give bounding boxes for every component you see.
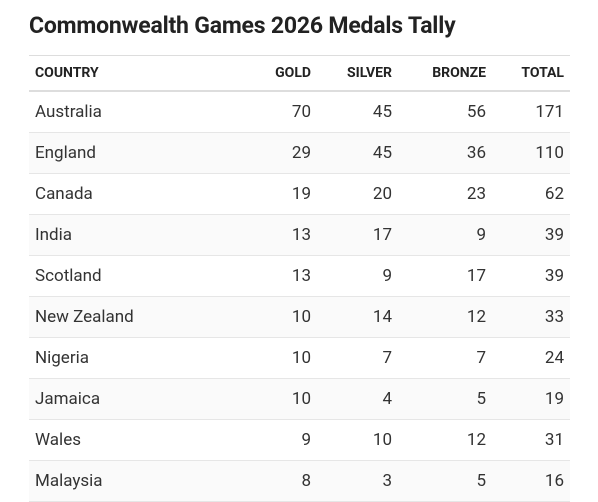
table-body: Australia 70 45 56 171 England 29 45 36 110 Canada… xyxy=(29,91,570,502)
column-header: SILVER xyxy=(317,55,398,92)
table-row: Nigeria 10 7 7 24 xyxy=(29,337,570,379)
medal-count-cell: 171 xyxy=(492,91,570,133)
column-header: BRONZE xyxy=(398,55,492,92)
medal-count-cell: 31 xyxy=(492,419,570,461)
table-header: COUNTRY GOLD SILVER BRONZE TOTAL xyxy=(29,55,570,92)
table-row: Australia 70 45 56 171 xyxy=(29,91,570,133)
medal-count-cell: 110 xyxy=(492,132,570,174)
medal-count-cell: 70 xyxy=(229,91,317,133)
medal-count-cell: 39 xyxy=(492,255,570,297)
medal-count-cell: 36 xyxy=(398,132,492,174)
medal-count-cell: 7 xyxy=(398,337,492,379)
medal-count-cell: 9 xyxy=(398,214,492,256)
medal-count-cell: 45 xyxy=(317,91,398,133)
country-cell: Wales xyxy=(29,419,229,461)
medal-count-cell: 33 xyxy=(492,296,570,338)
header-row: COUNTRY GOLD SILVER BRONZE TOTAL xyxy=(29,55,570,92)
country-cell: New Zealand xyxy=(29,296,229,338)
column-header: GOLD xyxy=(229,55,317,92)
medal-count-cell: 9 xyxy=(317,255,398,297)
medal-count-cell: 10 xyxy=(229,378,317,420)
table-row: Malaysia 8 3 5 16 xyxy=(29,460,570,502)
table-row: Jamaica 10 4 5 19 xyxy=(29,378,570,420)
country-cell: Australia xyxy=(29,91,229,133)
medal-count-cell: 19 xyxy=(492,378,570,420)
medal-count-cell: 29 xyxy=(229,132,317,174)
medal-count-cell: 10 xyxy=(229,337,317,379)
country-cell: Scotland xyxy=(29,255,229,297)
column-header: TOTAL xyxy=(492,55,570,92)
table-row: New Zealand 10 14 12 33 xyxy=(29,296,570,338)
medal-count-cell: 5 xyxy=(398,460,492,502)
medal-count-cell: 9 xyxy=(229,419,317,461)
medal-count-cell: 17 xyxy=(317,214,398,256)
medals-table: COUNTRY GOLD SILVER BRONZE TOTAL Australia 70… xyxy=(29,55,570,502)
medal-count-cell: 17 xyxy=(398,255,492,297)
column-header: COUNTRY xyxy=(29,55,229,92)
medal-count-cell: 13 xyxy=(229,214,317,256)
medal-count-cell: 8 xyxy=(229,460,317,502)
table-row: Scotland 13 9 17 39 xyxy=(29,255,570,297)
medal-count-cell: 12 xyxy=(398,419,492,461)
country-cell: Jamaica xyxy=(29,378,229,420)
table-row: England 29 45 36 110 xyxy=(29,132,570,174)
country-cell: Canada xyxy=(29,173,229,215)
country-cell: Malaysia xyxy=(29,460,229,502)
country-cell: England xyxy=(29,132,229,174)
medal-count-cell: 5 xyxy=(398,378,492,420)
medal-count-cell: 4 xyxy=(317,378,398,420)
medal-count-cell: 10 xyxy=(317,419,398,461)
country-cell: India xyxy=(29,214,229,256)
medal-count-cell: 23 xyxy=(398,173,492,215)
medal-count-cell: 19 xyxy=(229,173,317,215)
medal-count-cell: 16 xyxy=(492,460,570,502)
medal-count-cell: 62 xyxy=(492,173,570,215)
medal-count-cell: 7 xyxy=(317,337,398,379)
medal-count-cell: 10 xyxy=(229,296,317,338)
table-row: Wales 9 10 12 31 xyxy=(29,419,570,461)
table-row: India 13 17 9 39 xyxy=(29,214,570,256)
medal-count-cell: 20 xyxy=(317,173,398,215)
medal-count-cell: 13 xyxy=(229,255,317,297)
medal-count-cell: 3 xyxy=(317,460,398,502)
table-row: Canada 19 20 23 62 xyxy=(29,173,570,215)
country-cell: Nigeria xyxy=(29,337,229,379)
medal-count-cell: 56 xyxy=(398,91,492,133)
medal-count-cell: 24 xyxy=(492,337,570,379)
medal-count-cell: 14 xyxy=(317,296,398,338)
medal-count-cell: 45 xyxy=(317,132,398,174)
medal-count-cell: 12 xyxy=(398,296,492,338)
title: Commonwealth Games 2026 Medals Tally xyxy=(29,12,456,39)
medal-count-cell: 39 xyxy=(492,214,570,256)
